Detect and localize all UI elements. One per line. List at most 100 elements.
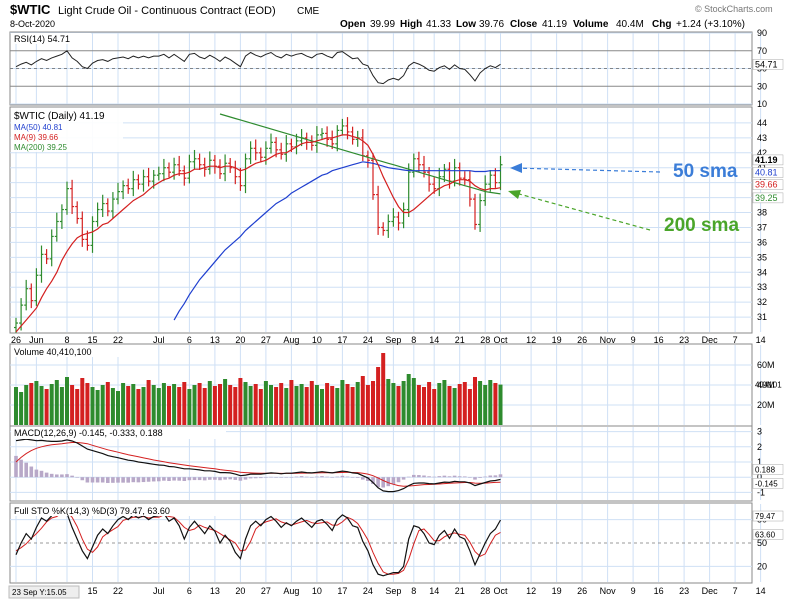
macd-last-value-box <box>752 464 784 475</box>
macd-histogram-bar <box>299 476 304 478</box>
volume-bar <box>141 387 146 425</box>
volume-bar <box>258 389 263 425</box>
rsi-line <box>15 50 501 85</box>
macd-histogram-bar <box>340 475 345 478</box>
volume-bar <box>110 388 115 425</box>
macd-histogram-bar <box>274 477 278 478</box>
macd-histogram-bar <box>325 476 329 478</box>
rsi-last-value: 54.71 <box>755 59 778 69</box>
macd-histogram-bar <box>106 477 110 483</box>
x-tick-label-bottom: 10 <box>312 586 322 596</box>
macd-histogram-bar <box>208 477 212 480</box>
volume-bar <box>65 377 69 425</box>
x-tick-label: 6 <box>187 335 192 345</box>
x-tick-label: 8 <box>411 335 416 345</box>
volume-bar <box>406 374 411 425</box>
x-tick-label-bottom: 13 <box>210 586 220 596</box>
volume-bar <box>218 384 222 425</box>
instrument-name: Light Crude Oil - Continuous Contract (E… <box>58 5 276 17</box>
macd-histogram-bar <box>289 477 294 478</box>
x-tick-label: 28 <box>480 335 490 345</box>
volume-bar <box>320 389 324 425</box>
volume-bar <box>309 381 314 425</box>
macd-histogram-bar <box>350 477 355 478</box>
sto-d-line <box>15 511 501 575</box>
macd-histogram-bar <box>310 477 314 478</box>
macd-histogram-bar <box>80 477 85 481</box>
macd-histogram-bar <box>55 474 59 478</box>
macd-histogram-bar <box>187 477 192 481</box>
volume-bar <box>416 385 421 425</box>
macd-histogram-bar <box>218 477 222 481</box>
volume-bar <box>391 383 396 425</box>
sma50-arrow-line <box>513 167 661 173</box>
macd-last-value: -0.145 <box>755 479 778 488</box>
x-tick-label-bottom: 20 <box>235 586 245 596</box>
low-label: Low <box>456 19 476 30</box>
rsi-y-tick-label: 70 <box>757 46 767 56</box>
macd-histogram-bar <box>136 477 141 483</box>
macd-histogram-bar <box>202 477 207 481</box>
x-tick-label: 26 <box>577 335 587 345</box>
rsi-title: RSI(14) 54.71 <box>14 34 70 44</box>
x-tick-label: 26 <box>11 335 21 345</box>
macd-histogram-bar <box>432 476 436 478</box>
macd-histogram-bar <box>248 477 253 479</box>
macd-histogram-bar <box>213 477 217 480</box>
x-tick-label-bottom: 14 <box>756 586 766 596</box>
volume-title-bg <box>11 345 129 357</box>
macd-histogram-bar <box>304 476 309 478</box>
volume-bar <box>167 386 171 425</box>
price-last-value-box <box>752 154 784 166</box>
volume-bar <box>146 380 151 425</box>
price-last-value: 39.66 <box>755 180 778 190</box>
macd-y-tick-label: 2 <box>757 442 762 452</box>
volume-bar <box>335 388 340 425</box>
volume-bar <box>452 388 457 425</box>
macd-histogram-bar <box>320 476 324 478</box>
macd-histogram-bar <box>498 474 503 478</box>
volume-bar <box>314 385 319 425</box>
volume-bar <box>396 386 401 425</box>
sto-last-value-box <box>752 510 784 522</box>
x-tick-label: Jul <box>153 335 165 345</box>
change-value: +1.24 (+3.10%) <box>676 19 745 30</box>
volume-bar <box>345 384 350 425</box>
x-tick-label-bottom: Nov <box>600 586 617 596</box>
volume-bar <box>29 383 34 425</box>
volume-bar <box>212 386 217 425</box>
rsi-y-tick-label: 30 <box>757 81 767 91</box>
volume-bar <box>207 381 212 425</box>
volume-bar <box>75 389 80 425</box>
macd-histogram-bar <box>315 476 319 478</box>
macd-histogram-bar <box>437 476 442 478</box>
macd-histogram-bar <box>391 477 396 485</box>
price-last-value: 41.19 <box>755 155 778 165</box>
open-label: Open <box>340 19 366 30</box>
price-y-tick-label: 43 <box>757 133 767 143</box>
volume-bar <box>238 378 243 425</box>
macd-histogram-bar <box>427 476 431 478</box>
macd-histogram-bar <box>457 476 462 478</box>
macd-histogram-bar <box>182 477 187 481</box>
volume-bar <box>44 389 49 425</box>
volume-bar <box>462 382 467 425</box>
rsi-y-tick-label: 90 <box>757 28 767 38</box>
macd-histogram-bar <box>14 455 18 478</box>
macd-histogram-bar <box>463 476 467 478</box>
volume-bar <box>54 380 59 425</box>
price-last-value-box <box>752 192 784 204</box>
x-tick-label: 12 <box>526 335 536 345</box>
sto-y-tick-label: 20 <box>757 561 767 571</box>
price-y-tick-label: 33 <box>757 282 767 292</box>
volume-bar <box>330 386 335 425</box>
x-tick-label: 7 <box>733 335 738 345</box>
x-tick-label-bottom: Aug <box>283 586 299 596</box>
symbol-title: $WTIC <box>10 2 51 17</box>
x-tick-label: 14 <box>429 335 439 345</box>
volume-bar <box>381 353 386 425</box>
sma50-arrowhead <box>510 163 522 173</box>
x-tick-label: 13 <box>210 335 220 345</box>
price-title: $WTIC (Daily) 41.19 <box>14 111 105 122</box>
x-tick-label-bottom: 16 <box>654 586 664 596</box>
